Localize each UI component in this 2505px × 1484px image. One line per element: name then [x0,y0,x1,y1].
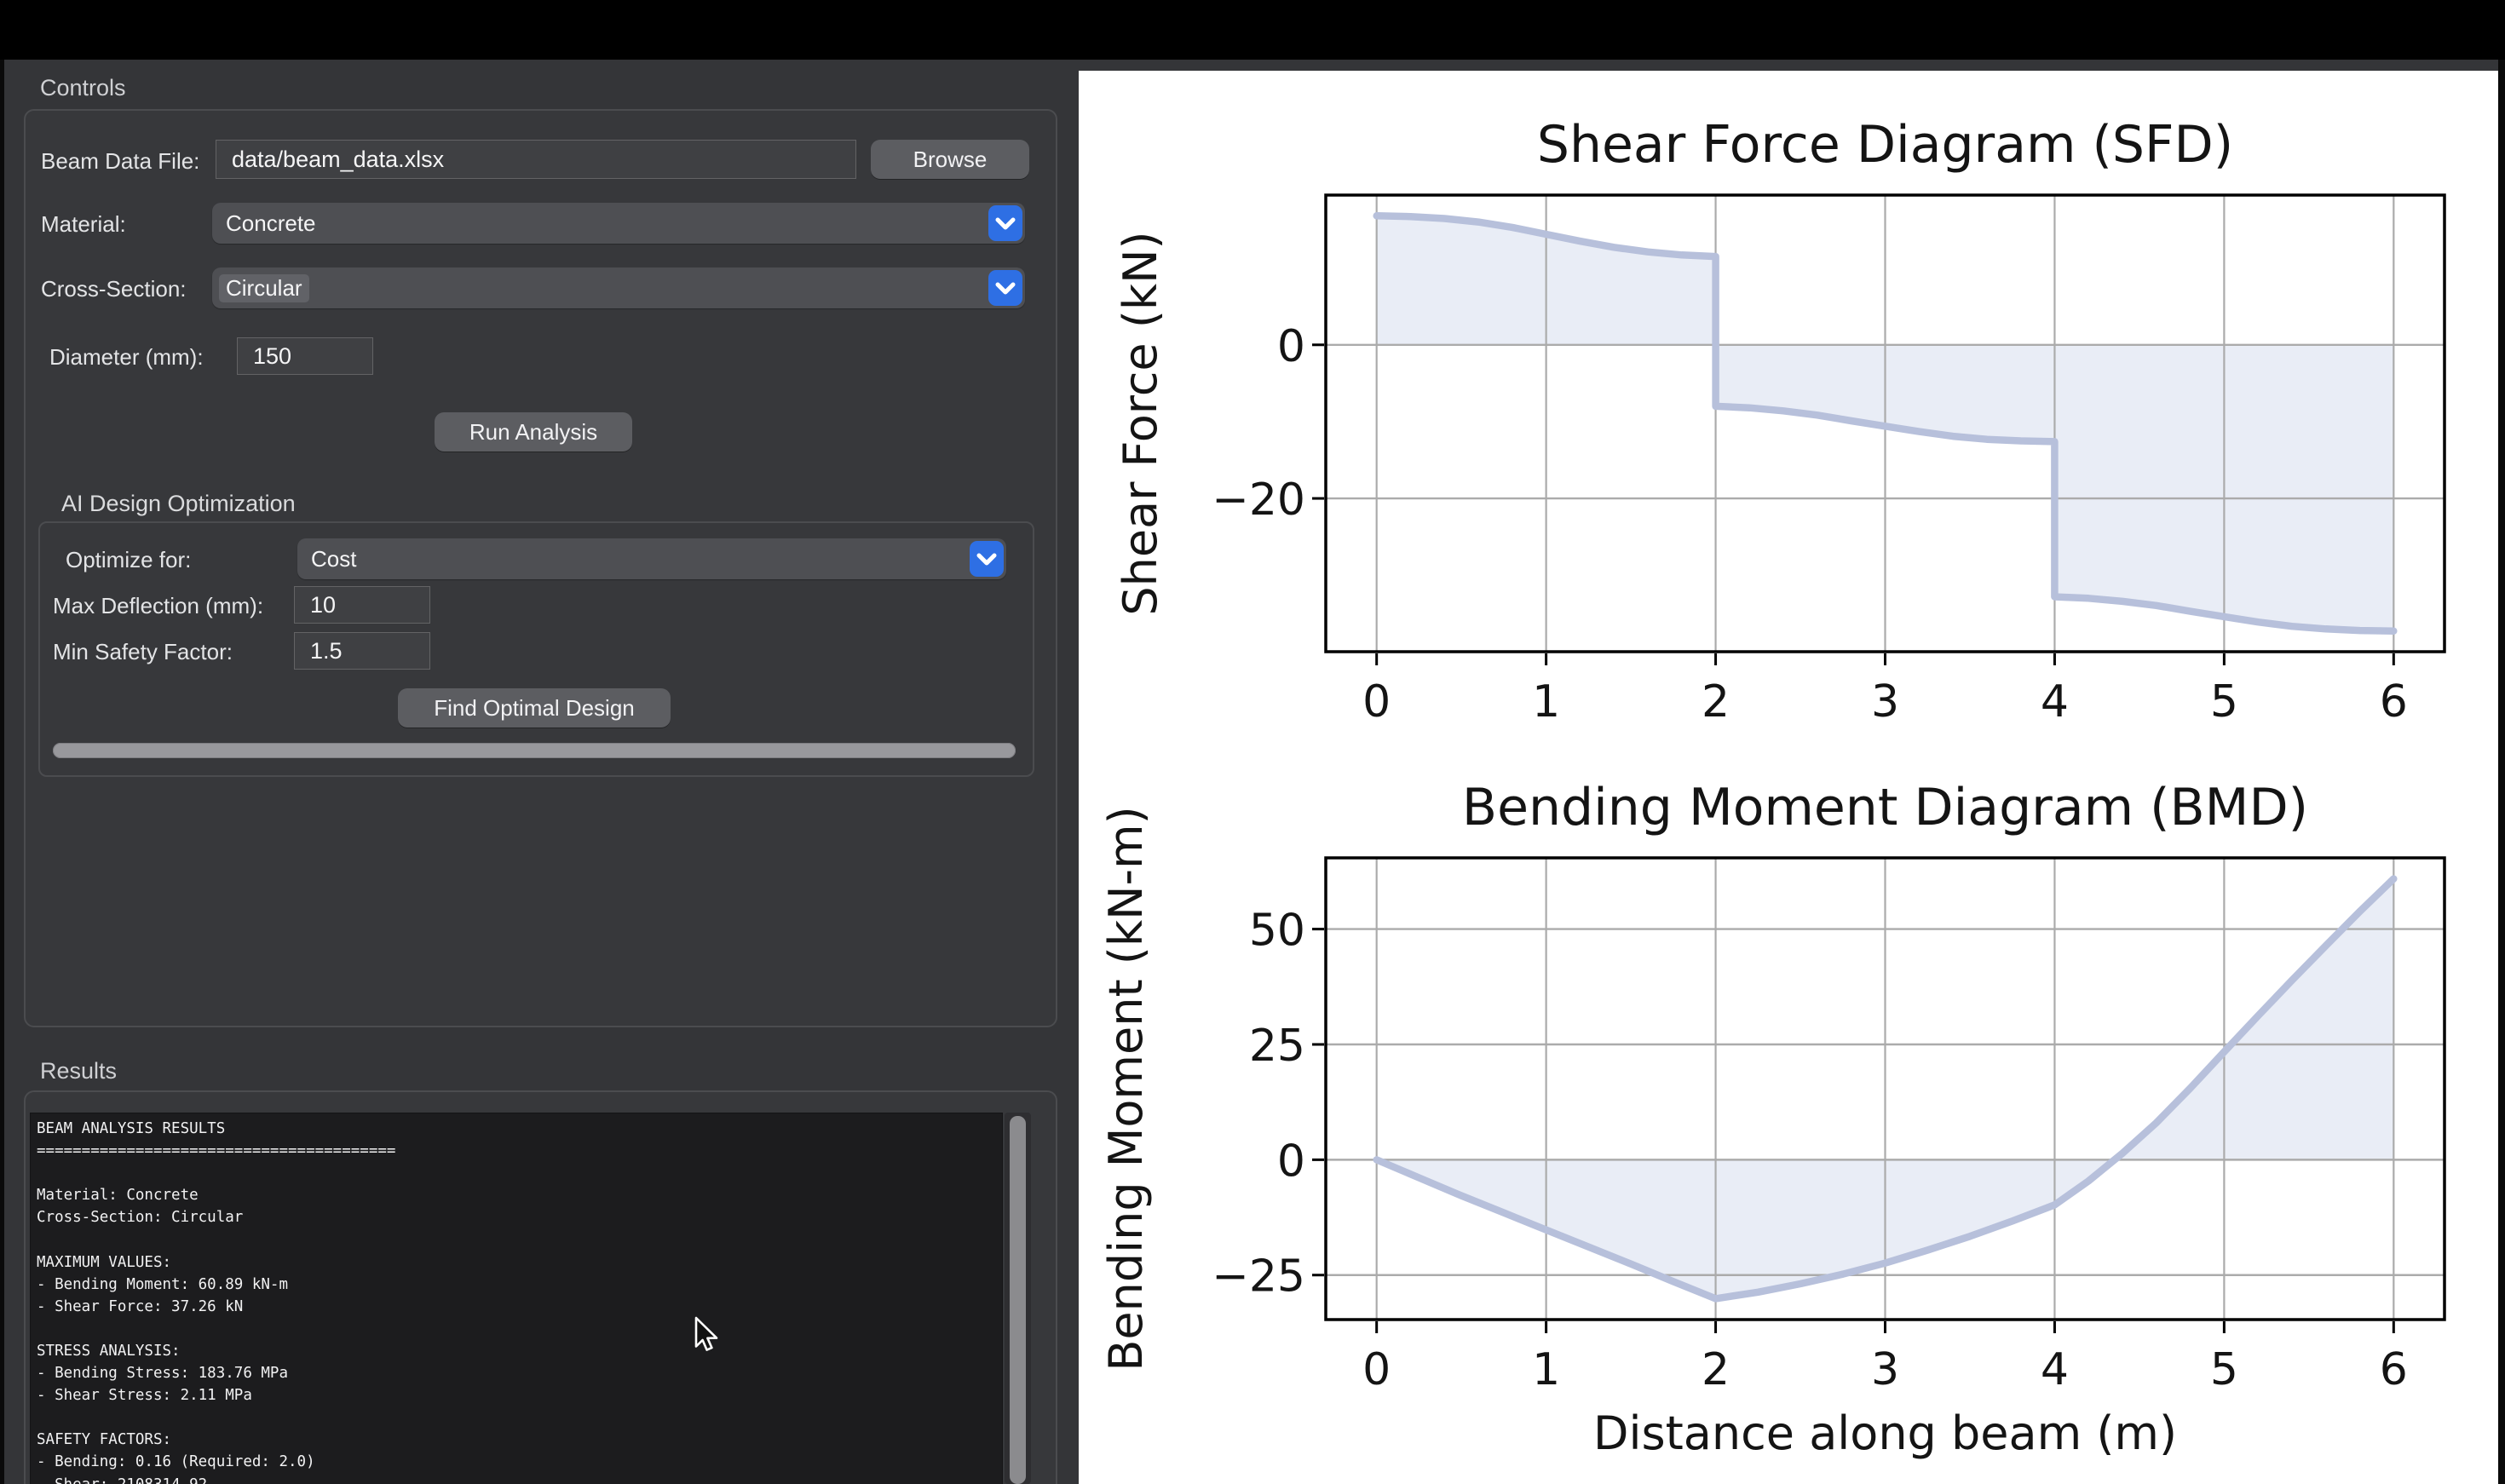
chevron-down-icon [995,282,1016,294]
bmd-title: Bending Moment Diagram (BMD) [1462,778,2308,837]
bmd-xtick-label: 2 [1702,1344,1730,1395]
sfd-ytick-label: −20 [1212,475,1305,526]
sfd-xtick-label: 5 [2210,676,2238,728]
bmd-ytick-label: 25 [1249,1021,1305,1072]
optimize-for-select[interactable]: Cost [297,538,1006,579]
sfd-xtick-label: 6 [2380,676,2408,728]
chevron-down-icon [995,217,1016,229]
material-select-value: Concrete [226,210,316,236]
diameter-input[interactable] [237,337,373,375]
chevron-down-icon [976,553,997,565]
bmd-ylabel: Bending Moment (kN-m) [1099,806,1153,1371]
bmd-ytick-label: 50 [1249,906,1305,957]
sfd-xtick-label: 2 [1702,676,1730,728]
sfd-ytick-label: 0 [1277,321,1305,372]
bmd-ytick-label: −25 [1212,1251,1305,1303]
browse-button[interactable]: Browse [871,140,1029,179]
run-analysis-button[interactable]: Run Analysis [435,412,632,452]
sfd-spines [1324,193,2446,653]
beam-file-label: Beam Data File: [41,148,200,174]
bmd-series-line [1373,875,2398,1303]
results-console-text: BEAM ANALYSIS RESULTS ==================… [37,1120,396,1484]
cross-section-select-button[interactable] [988,270,1022,306]
sfd-xtick-label: 3 [1871,676,1899,728]
min-safety-input[interactable] [294,632,430,670]
results-section-title: Results [40,1058,118,1084]
diameter-label: Diameter (mm): [49,344,204,370]
bmd-xtick-label: 5 [2210,1344,2238,1395]
beam-diagrams-figure: 0 1 2 3 4 5 6 0 −20 Shear Force Diagram (SFD) Shea… [1099,115,2446,1460]
cross-section-select-value: Circular [219,273,309,302]
cross-section-label: Cross-Section: [41,276,187,302]
optimization-progress-bar [53,743,1016,758]
sfd-xtick-label: 4 [2041,676,2069,728]
material-select-button[interactable] [988,205,1022,241]
bmd-xtick-label: 3 [1871,1344,1899,1395]
results-console[interactable]: BEAM ANALYSIS RESULTS ==================… [30,1113,1003,1484]
sfd-title: Shear Force Diagram (SFD) [1537,115,2233,175]
controls-section-title: Controls [40,75,126,101]
bmd-spines [1324,856,2446,1321]
bmd-ytick-label: 0 [1277,1136,1305,1187]
left-edge [0,60,4,1484]
bmd-axes: 0 1 2 3 4 5 6 50 25 0 −25 Bending Moment Diagram (B… [1099,778,2446,1460]
bmd-xtick-label: 4 [2041,1344,2069,1395]
bmd-xlabel: Distance along beam (m) [1593,1406,2177,1460]
sfd-xtick-label: 1 [1532,676,1560,728]
optimize-for-label: Optimize for: [66,547,192,572]
beam-file-input[interactable] [216,140,856,179]
min-safety-label: Min Safety Factor: [53,639,233,664]
results-scrollbar-thumb[interactable] [1010,1116,1026,1484]
find-optimal-design-button[interactable]: Find Optimal Design [398,688,671,728]
sfd-ylabel: Shear Force (kN) [1114,231,1167,615]
material-select[interactable]: Concrete [212,203,1025,244]
charts-panel: 0 1 2 3 4 5 6 0 −20 Shear Force Diagram (SFD) Shea… [1079,71,2498,1484]
bmd-xtick-label: 1 [1532,1344,1560,1395]
title-bar [0,0,2505,60]
cross-section-select[interactable]: Circular [212,267,1025,308]
bmd-area-fill [1376,878,2394,1299]
max-deflection-input[interactable] [294,586,430,624]
sfd-xtick-label: 0 [1362,676,1391,728]
right-edge [2498,60,2505,1484]
bmd-xtick-label: 6 [2380,1344,2408,1395]
optimize-for-select-button[interactable] [970,541,1004,577]
max-deflection-label: Max Deflection (mm): [53,593,264,618]
ai-optimization-title: AI Design Optimization [61,491,296,516]
bmd-xtick-label: 0 [1362,1344,1391,1395]
sfd-axes: 0 1 2 3 4 5 6 0 −20 Shear Force Diagram (SFD) Shea… [1114,115,2446,728]
material-label: Material: [41,211,126,237]
optimize-for-select-value: Cost [311,545,357,572]
sfd-series-line [1373,212,2398,635]
